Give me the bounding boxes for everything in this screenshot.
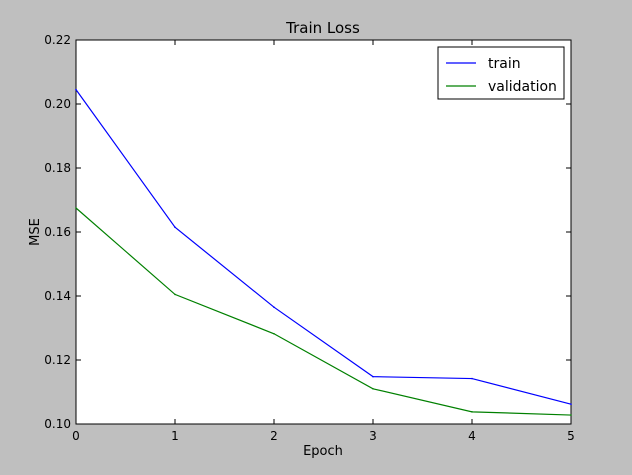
legend-label-validation: validation [488,79,557,95]
y-tick-label: 0.12 [44,353,71,367]
y-axis-label: MSE [28,218,43,246]
y-tick-label: 0.14 [44,289,71,303]
y-tick-label: 0.22 [44,33,71,47]
x-tick-label: 5 [567,429,575,443]
data-point-train [471,377,473,380]
x-tick-label: 4 [468,429,476,443]
y-tick-label: 0.16 [44,225,71,239]
x-tick-label: 3 [369,429,377,443]
data-point-train [570,403,572,405]
data-point-train [174,226,176,228]
data-point-train [273,306,275,309]
data-point-validation [570,414,572,416]
series-line-train [75,89,572,405]
series-line-validation [75,207,572,416]
x-tick-label: 0 [72,429,80,443]
x-axis-label: Epoch [303,444,343,459]
legend-label-train: train [488,56,521,72]
x-tick-label: 2 [270,429,278,443]
legend-box [437,46,565,100]
data-point-validation [273,332,275,335]
x-tick-label: 1 [171,429,179,443]
chart-title: Train Loss [285,19,360,37]
data-point-train [75,88,77,91]
axis-ticks: 0 1 2 3 4 5 0.10 0.12 0.14 0.16 0.18 0.20 0.22 [44,33,575,443]
data-point-validation [75,207,77,209]
series-lines [75,88,572,416]
legend: train validation [437,46,565,100]
y-tick-label: 0.18 [44,161,71,175]
data-point-validation [372,388,374,390]
data-point-train [372,375,374,378]
plot-area [75,39,572,425]
y-tick-label: 0.20 [44,97,71,111]
y-tick-label: 0.10 [44,417,71,431]
data-point-validation [174,293,176,296]
data-point-validation [471,411,473,413]
